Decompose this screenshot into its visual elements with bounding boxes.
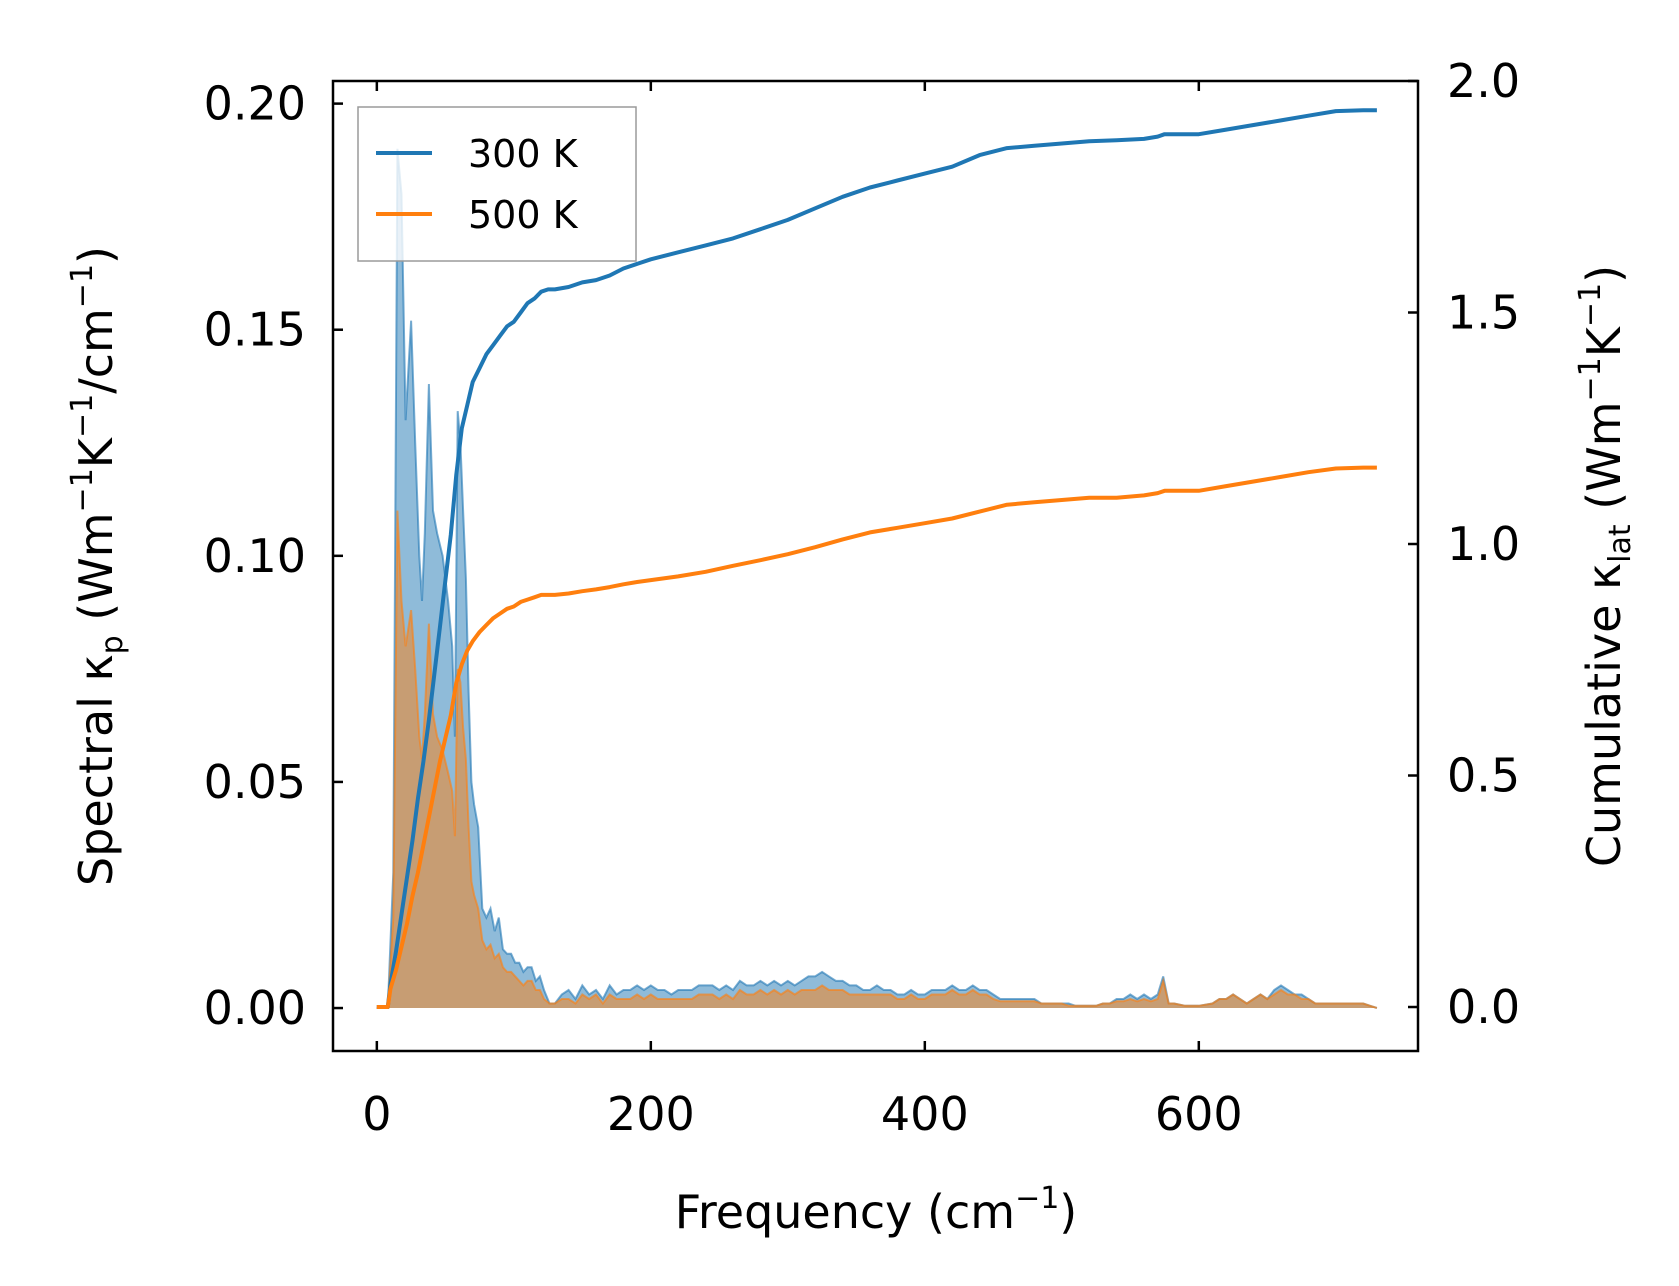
- y-right-title-u2: K: [1577, 325, 1631, 357]
- x-axis-title-main: Frequency (cm: [675, 1185, 1015, 1239]
- x-tick-label: 0: [362, 1087, 391, 1141]
- y-right-tick-label: 0.5: [1447, 749, 1520, 803]
- y-right-title-u3: ): [1577, 265, 1631, 283]
- cumulative-line-300k: [376, 108, 1377, 1009]
- x-tick-label: 200: [607, 1087, 695, 1141]
- y-left-axis-title: Spectral κp (Wm−1K−1/cm−1): [65, 246, 130, 886]
- y-right-tick-label: 2.0: [1447, 54, 1520, 108]
- y-right-title-sub: lat: [1603, 524, 1638, 563]
- cumulative-lines: [376, 108, 1377, 1009]
- spectral-areas: [376, 148, 1378, 1009]
- x-tick-label: 400: [881, 1087, 969, 1141]
- y-left-tick-label: 0.00: [204, 981, 306, 1035]
- y-left-title-sub: p: [95, 635, 130, 654]
- y-left-title-s2: −1: [65, 394, 100, 438]
- legend: 300 K 500 K: [357, 106, 637, 262]
- y-right-title-s1: −1: [1573, 357, 1608, 401]
- y-right-title-u1: (Wm: [1577, 401, 1631, 524]
- x-axis-title-sup: −1: [1015, 1181, 1059, 1216]
- y-left-tick-label: 0.05: [204, 755, 306, 809]
- axis-ticks: 0 200 400 600 0.00 0.05 0.10 0.15 0.20 0.0 0.5 1.0 1…: [204, 54, 1521, 1141]
- x-axis-title-tail: ): [1059, 1185, 1077, 1239]
- y-left-title-u2: K: [69, 436, 123, 468]
- cumulative-line-500k: [376, 465, 1377, 1009]
- y-left-tick-label: 0.15: [204, 303, 306, 357]
- y-right-tick-label: 1.0: [1447, 517, 1520, 571]
- legend-label-500k: 500 K: [468, 193, 579, 237]
- spectral-edge-500k: [376, 510, 1378, 1009]
- y-left-tick-label: 0.10: [204, 529, 306, 583]
- y-left-title-u3: /cm: [69, 308, 123, 394]
- x-tick-label: 600: [1155, 1087, 1243, 1141]
- y-left-title-s3: −1: [65, 264, 100, 308]
- y-left-title-u1: (Wm: [69, 512, 123, 635]
- spectral-area-500k: [376, 510, 1377, 1008]
- y-left-title-u4: ): [69, 246, 123, 264]
- x-axis-title: Frequency (cm−1): [675, 1181, 1078, 1239]
- y-right-tick-label: 1.5: [1447, 286, 1520, 340]
- y-left-title-s1: −1: [65, 468, 100, 512]
- legend-label-300k: 300 K: [468, 132, 579, 176]
- y-right-axis-title: Cumulative κlat (Wm−1K−1): [1573, 265, 1638, 867]
- y-right-tick-label: 0.0: [1447, 980, 1520, 1034]
- legend-box: [357, 106, 637, 262]
- y-left-tick-label: 0.20: [204, 77, 306, 131]
- y-right-title-prefix: Cumulative κ: [1577, 563, 1631, 867]
- plot-frame: [331, 79, 1420, 1053]
- y-right-title-s2: −1: [1573, 283, 1608, 327]
- y-left-title-prefix: Spectral κ: [69, 654, 123, 886]
